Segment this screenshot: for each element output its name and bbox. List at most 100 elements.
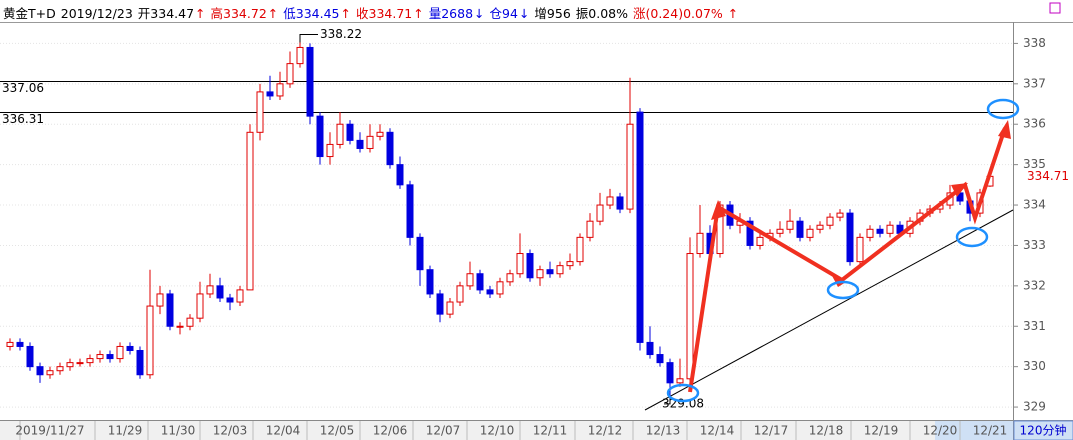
- header-field: 高334.72: [210, 6, 267, 21]
- candle-body: [866, 228, 874, 238]
- arrow-head: [951, 183, 968, 197]
- y-tick-label: 337: [1023, 76, 1046, 90]
- candle-body: [776, 228, 784, 234]
- highlight-ellipse: [666, 383, 700, 403]
- candle-body: [856, 236, 864, 263]
- candle-body: [66, 362, 74, 368]
- candle-body: [646, 341, 654, 356]
- highlight-ellipse: [826, 280, 860, 300]
- x-tick-label: 12/06: [373, 424, 408, 438]
- candle-body: [356, 139, 364, 149]
- candle-body: [806, 228, 814, 238]
- candle-body: [676, 378, 684, 384]
- candle-body: [336, 123, 344, 145]
- quote-header: 黄金T+D 2019/12/23 开334.47↑ 高334.72↑ 低334.45↑ 收…: [3, 3, 743, 22]
- y-tick-label: 331: [1023, 319, 1046, 333]
- candle-body: [886, 224, 894, 234]
- candle-body: [686, 253, 694, 380]
- candle-body: [586, 220, 594, 238]
- candle-body: [506, 273, 514, 283]
- candle-body: [206, 285, 214, 295]
- y-tick-label: 333: [1023, 238, 1046, 252]
- candle-body: [476, 273, 484, 291]
- candle-body: [456, 285, 464, 303]
- x-tick-label: 12/20: [923, 424, 958, 438]
- candle-body: [176, 325, 184, 328]
- level-label: 336.31: [2, 112, 44, 126]
- header-field: ↑: [340, 6, 351, 21]
- last-price: 334.71: [1027, 169, 1069, 183]
- candle-body: [6, 341, 14, 347]
- candle-body: [196, 293, 204, 319]
- period-label: 120分钟: [1020, 423, 1067, 438]
- candle-body: [326, 143, 334, 158]
- candle-body: [346, 123, 354, 141]
- arrow-head: [711, 200, 726, 220]
- last-price-box: [1014, 168, 1072, 185]
- header-field: 增956: [534, 6, 571, 21]
- y-tick-label: 329: [1023, 400, 1046, 414]
- candle-body: [36, 366, 44, 376]
- candle-body: [226, 297, 234, 303]
- candle-body: [16, 341, 24, 347]
- x-tick-label: 2019/11/27: [15, 424, 84, 438]
- header-field: 2019/12/23: [60, 6, 133, 21]
- candle-body: [486, 289, 494, 295]
- candle-body: [796, 220, 804, 238]
- header-field: 涨(0.24)0.07%: [633, 6, 723, 21]
- x-tick-label: 12/05: [320, 424, 355, 438]
- low-label: 329.08: [662, 396, 704, 410]
- x-tick-label: 12/03: [213, 424, 248, 438]
- candle-body: [56, 366, 64, 372]
- candle-body: [546, 269, 554, 275]
- candle-body: [406, 184, 414, 238]
- header-field: 收334.71: [356, 6, 413, 21]
- candle-body: [556, 265, 564, 275]
- candle-body: [656, 354, 664, 364]
- header-field: 仓94: [489, 6, 518, 21]
- candle-body: [376, 131, 384, 137]
- candle-body: [386, 131, 394, 166]
- header-field: ↓: [474, 6, 485, 21]
- x-tick-label: 12/17: [754, 424, 789, 438]
- header-field: 低334.45: [283, 6, 340, 21]
- candle-body: [286, 63, 294, 85]
- corner-icon[interactable]: [1049, 2, 1061, 14]
- candle-body: [296, 46, 304, 65]
- candle-body: [526, 253, 534, 279]
- plot: 329 330 331 332 333 334 335 336 337 338 337.06 336.…: [0, 27, 1046, 440]
- header-field: 黄金T+D: [3, 6, 56, 21]
- x-tick-label: 11/30: [161, 424, 196, 438]
- candle-body: [236, 289, 244, 303]
- candle-body: [166, 293, 174, 327]
- candle-body: [426, 269, 434, 295]
- y-tick-label: 332: [1023, 278, 1046, 292]
- candle-body: [536, 269, 544, 279]
- header-field: ↓: [518, 6, 530, 21]
- candle-body: [746, 220, 754, 246]
- level-label: 337.06: [2, 81, 44, 95]
- candle-body: [86, 358, 94, 364]
- candle-body: [496, 281, 504, 295]
- x-tick-label: 12/14: [700, 424, 735, 438]
- candle-body: [836, 212, 844, 218]
- candle-body: [366, 135, 374, 149]
- x-tick-label: 12/12: [588, 424, 623, 438]
- candle-body: [106, 354, 114, 360]
- high-pointer: [299, 34, 318, 43]
- candle-body: [576, 236, 584, 263]
- annotation-arrow: [688, 127, 1007, 393]
- arrow-head: [998, 120, 1011, 139]
- candle-body: [26, 345, 34, 368]
- candle-body: [446, 301, 454, 315]
- header-field: 振0.08%: [575, 6, 628, 21]
- x-tick-label: 12/21: [973, 424, 1008, 438]
- period-box[interactable]: [1013, 420, 1073, 440]
- candle-body: [246, 131, 254, 291]
- x-tick-label: 12/04: [266, 424, 301, 438]
- high-label: 338.22: [320, 27, 362, 41]
- candle-body: [666, 362, 674, 384]
- x-tick-label: 11/29: [108, 424, 143, 438]
- candle-body: [696, 232, 704, 255]
